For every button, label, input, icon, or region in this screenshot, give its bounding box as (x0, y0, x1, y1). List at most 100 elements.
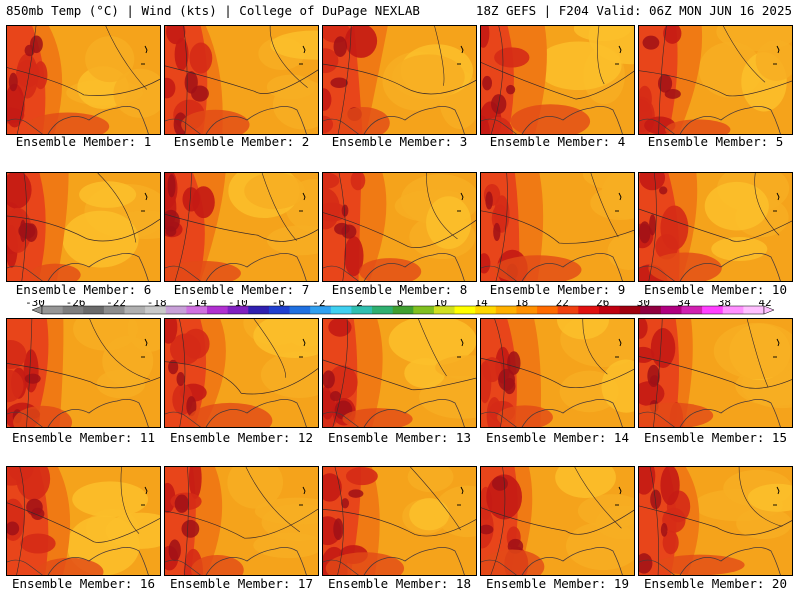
ensemble-panel-19 (480, 466, 635, 576)
colorbar-swatch (413, 306, 435, 314)
colorbar-swatch (392, 306, 414, 314)
coastline (205, 399, 307, 427)
contour-line (165, 361, 318, 395)
panel-label-3: Ensemble Member: 3 (331, 134, 468, 149)
wind-barb-icon (618, 338, 622, 347)
contour-line (165, 65, 318, 94)
colorbar-swatch (248, 306, 270, 314)
ensemble-panel-2 (164, 25, 319, 135)
ensemble-panel-15 (638, 318, 793, 428)
temperature-map (165, 173, 318, 281)
contour-line (7, 502, 160, 543)
colorbar-swatch (495, 306, 517, 314)
colorbar-swatch (598, 306, 621, 314)
wind-barb-icon (618, 486, 622, 495)
colorbar-swatch (578, 306, 600, 314)
coastline (679, 106, 781, 134)
panel-label-7: Ensemble Member: 7 (173, 282, 310, 297)
wind-barb-icon (144, 45, 148, 54)
colorbar-swatch (310, 306, 332, 314)
wind-barb-icon (776, 486, 780, 495)
colorbar-swatch (289, 306, 311, 314)
colorbar-swatch (351, 306, 373, 314)
temperature-map (639, 26, 792, 134)
wind-barb-icon (144, 338, 148, 347)
temperature-map (481, 467, 634, 575)
ensemble-panel-10 (638, 172, 793, 282)
colorbar-tick-label: 30 (637, 300, 650, 309)
wind-barb-icon (460, 338, 464, 347)
panel-label-19: Ensemble Member: 19 (486, 576, 629, 591)
colorbar-swatch (722, 306, 744, 314)
temperature-map (481, 319, 634, 427)
colorbar-swatch (207, 306, 229, 314)
coastline (47, 399, 149, 427)
colorbar-right-arrow (763, 305, 775, 315)
colorbar-swatch (330, 306, 352, 314)
ensemble-panel-4 (480, 25, 635, 135)
panel-label-15: Ensemble Member: 15 (644, 430, 787, 445)
colorbar-tick-label: -30 (25, 300, 45, 309)
wind-barb-icon (144, 486, 148, 495)
contour-line (639, 356, 792, 389)
wind-barb-icon (618, 192, 622, 201)
colorbar-swatch (62, 306, 84, 314)
colorbar-swatch (681, 306, 703, 314)
panel-label-20: Ensemble Member: 20 (644, 576, 787, 591)
ensemble-panel-16 (6, 466, 161, 576)
colorbar-swatch (516, 306, 538, 314)
panel-label-8: Ensemble Member: 8 (331, 282, 468, 297)
panel-label-5: Ensemble Member: 5 (647, 134, 784, 149)
ensemble-panel-12 (164, 318, 319, 428)
ensemble-panel-6 (6, 172, 161, 282)
panel-label-10: Ensemble Member: 10 (644, 282, 787, 297)
wind-barb-icon (460, 192, 464, 201)
contour-line (7, 363, 160, 389)
coastline (47, 547, 149, 575)
contour-line (481, 507, 634, 535)
colorbar-swatch (227, 306, 249, 314)
coastline (47, 106, 149, 134)
colorbar-swatch (124, 306, 146, 314)
panel-label-1: Ensemble Member: 1 (15, 134, 152, 149)
wind-barb-icon (460, 45, 464, 54)
contour-line (481, 210, 634, 244)
coastline (363, 253, 465, 281)
wind-barb-icon (460, 486, 464, 495)
wind-barb-icon (776, 45, 780, 54)
temperature-map (639, 173, 792, 281)
coastline (679, 547, 781, 575)
colorbar-tick-label: 10 (434, 300, 447, 309)
panel-label-13: Ensemble Member: 13 (328, 430, 471, 445)
temperature-map (639, 319, 792, 427)
colorbar-swatch (103, 306, 126, 314)
temperature-map (323, 173, 476, 281)
ensemble-panel-3 (322, 25, 477, 135)
ensemble-panel-11 (6, 318, 161, 428)
panel-label-18: Ensemble Member: 18 (328, 576, 471, 591)
wind-barb-icon (618, 45, 622, 54)
title-right: 18Z GEFS | F204 Valid: 06Z MON JUN 16 20… (475, 3, 792, 18)
wind-barb-icon (776, 192, 780, 201)
colorbar-tick-label: 2 (356, 300, 363, 309)
colorbar-swatch (702, 306, 724, 314)
colorbar-tick-label: -6 (272, 300, 285, 309)
temperature-map (323, 319, 476, 427)
title-left: 850mb Temp (°C) | Wind (kts) | College o… (6, 3, 420, 18)
temperature-map (323, 26, 476, 134)
ensemble-panel-20 (638, 466, 793, 576)
coastline (205, 106, 307, 134)
panel-label-9: Ensemble Member: 9 (489, 282, 626, 297)
ensemble-panel-1 (6, 25, 161, 135)
contour-line (7, 67, 160, 96)
temperature-map (165, 26, 318, 134)
contour-line (481, 62, 634, 100)
colorbar-tick-label: -18 (147, 300, 167, 309)
colorbar-swatch (660, 306, 682, 314)
colorbar-tick-label: 42 (758, 300, 771, 309)
colorbar-tick-label: -14 (187, 300, 207, 309)
wind-barb-icon (302, 486, 306, 495)
contour-line (639, 505, 792, 536)
panel-label-17: Ensemble Member: 17 (170, 576, 313, 591)
coastline (521, 399, 623, 427)
